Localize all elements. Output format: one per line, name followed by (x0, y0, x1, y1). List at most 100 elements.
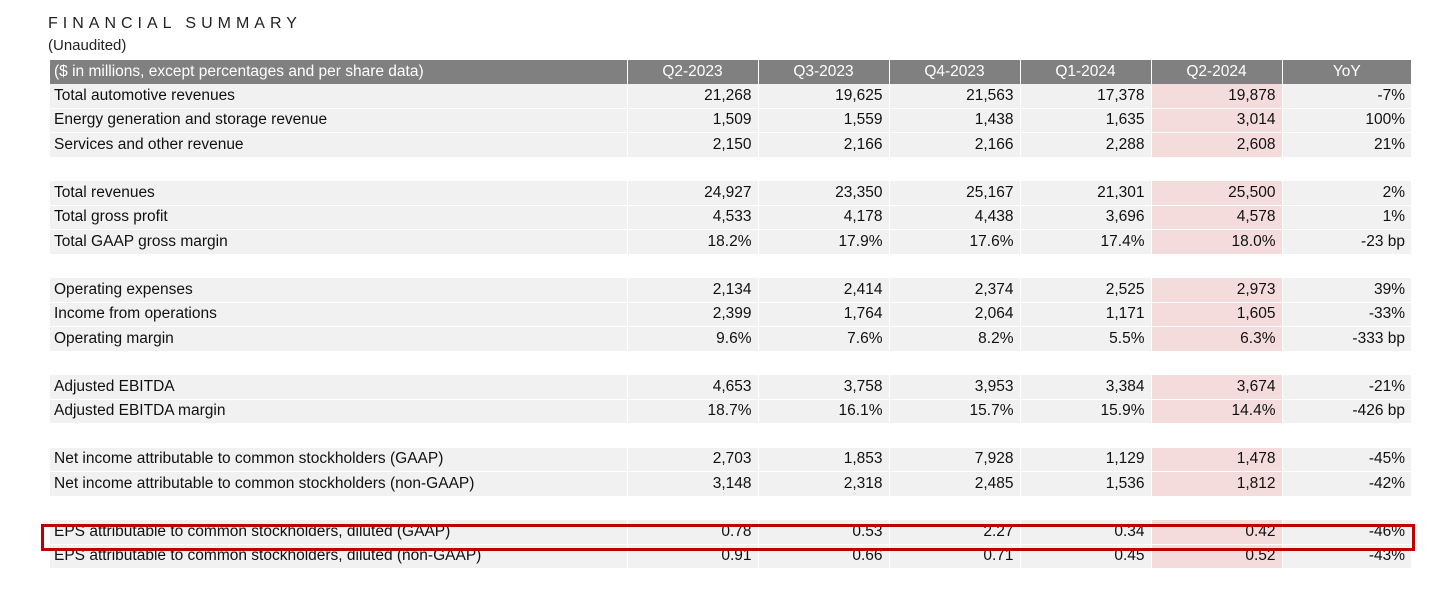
row-value: -45% (1281, 447, 1411, 472)
row-value: 0.45 (1019, 544, 1151, 569)
row-label: EPS attributable to common stockholders,… (50, 544, 627, 569)
row-label: Adjusted EBITDA margin (50, 399, 627, 424)
spacer-cell (758, 254, 889, 278)
row-value: 23,350 (757, 181, 889, 206)
row-label: Net income attributable to common stockh… (50, 447, 627, 472)
row-value: 100% (1281, 108, 1411, 133)
row-value: 1% (1281, 205, 1411, 230)
row-value: 3,014 (1150, 108, 1282, 133)
row-label: Operating expenses (50, 278, 627, 303)
report-title: FINANCIAL SUMMARY (48, 15, 302, 32)
row-value: 16.1% (757, 399, 889, 424)
spacer-cell (889, 496, 1020, 520)
row-value: 4,578 (1150, 205, 1282, 230)
row-value: 4,178 (757, 205, 889, 230)
table-row: Adjusted EBITDA 4,653 3,758 3,953 3,384 3,674… (50, 375, 1411, 400)
spacer-cell (1151, 254, 1282, 278)
table-row: Services and other revenue 2,150 2,166 2,16… (50, 132, 1411, 158)
row-value: 18.7% (626, 399, 758, 424)
row-value: 2,973 (1150, 278, 1282, 303)
spacer-cell (1151, 496, 1282, 520)
spacer-cell (889, 351, 1020, 375)
table-row: Net income attributable to common stockh… (50, 447, 1411, 472)
row-value: -23 bp (1281, 229, 1411, 255)
row-value: 17.4% (1019, 229, 1151, 255)
row-value: 1,536 (1019, 471, 1151, 497)
spacer-cell (1282, 496, 1411, 520)
table-row: Total gross profit 4,533 4,178 4,438 3,696 4,… (50, 205, 1411, 230)
row-value: 2,318 (757, 471, 889, 497)
row-value: 1,764 (757, 302, 889, 327)
spacer-row (50, 157, 1411, 181)
row-label: EPS attributable to common stockholders,… (50, 520, 627, 545)
row-value: 1,853 (757, 447, 889, 472)
row-value: 5.5% (1019, 326, 1151, 352)
spacer-cell (1282, 157, 1411, 181)
row-value: 24,927 (626, 181, 758, 206)
row-label: Energy generation and storage revenue (50, 108, 627, 133)
spacer-cell (627, 351, 758, 375)
row-value: -43% (1281, 544, 1411, 569)
row-value: 2.27 (888, 520, 1020, 545)
header-col-q2-2023: Q2-2023 (626, 60, 758, 84)
row-value: 21,301 (1019, 181, 1151, 206)
row-value: 3,148 (626, 471, 758, 497)
row-value: 17.6% (888, 229, 1020, 255)
header-col-q2-2024: Q2-2024 (1150, 60, 1282, 84)
row-value: 0.34 (1019, 520, 1151, 545)
row-value: 1,635 (1019, 108, 1151, 133)
spacer-cell (627, 423, 758, 448)
spacer-cell (1282, 254, 1411, 278)
report-subtitle: (Unaudited) (48, 37, 127, 54)
row-value: 1,171 (1019, 302, 1151, 327)
row-value: 8.2% (888, 326, 1020, 352)
spacer-row (50, 496, 1411, 520)
row-value: 0.78 (626, 520, 758, 545)
spacer-cell (1020, 351, 1151, 375)
row-value: -7% (1281, 84, 1411, 109)
header-col-q1-2024: Q1-2024 (1019, 60, 1151, 84)
row-value: 2,525 (1019, 278, 1151, 303)
row-value: 3,758 (757, 375, 889, 400)
row-value: 2,166 (888, 132, 1020, 158)
row-value: 17,378 (1019, 84, 1151, 109)
row-value: 1,812 (1150, 471, 1282, 497)
row-value: 6.3% (1150, 326, 1282, 352)
spacer-cell (50, 157, 627, 181)
table-row: Energy generation and storage revenue 1,5… (50, 108, 1411, 133)
spacer-cell (1020, 157, 1151, 181)
row-label: Total gross profit (50, 205, 627, 230)
row-value: 0.42 (1150, 520, 1282, 545)
row-value: 0.66 (757, 544, 889, 569)
row-value: 9.6% (626, 326, 758, 352)
row-value: -42% (1281, 471, 1411, 497)
row-value: 2,485 (888, 471, 1020, 497)
row-value: 15.7% (888, 399, 1020, 424)
row-value: 2,414 (757, 278, 889, 303)
row-value: 4,533 (626, 205, 758, 230)
spacer-cell (627, 157, 758, 181)
spacer-row (50, 423, 1411, 448)
row-value: -46% (1281, 520, 1411, 545)
row-label: Adjusted EBITDA (50, 375, 627, 400)
row-value: 0.91 (626, 544, 758, 569)
header-label: ($ in millions, except percentages and p… (50, 60, 627, 84)
spacer-cell (50, 423, 627, 448)
spacer-cell (758, 351, 889, 375)
spacer-cell (1020, 496, 1151, 520)
table-row: EPS attributable to common stockholders,… (50, 544, 1411, 569)
spacer-cell (1151, 351, 1282, 375)
row-value: 14.4% (1150, 399, 1282, 424)
row-value: 7,928 (888, 447, 1020, 472)
spacer-row (50, 254, 1411, 278)
spacer-cell (1282, 423, 1411, 448)
spacer-cell (1151, 157, 1282, 181)
table-row: Adjusted EBITDA margin 18.7% 16.1% 15.7% 15.… (50, 399, 1411, 424)
row-value: -333 bp (1281, 326, 1411, 352)
spacer-cell (1282, 351, 1411, 375)
row-value: -21% (1281, 375, 1411, 400)
row-value: 25,167 (888, 181, 1020, 206)
row-value: 2,288 (1019, 132, 1151, 158)
row-value: 17.9% (757, 229, 889, 255)
row-value: -426 bp (1281, 399, 1411, 424)
